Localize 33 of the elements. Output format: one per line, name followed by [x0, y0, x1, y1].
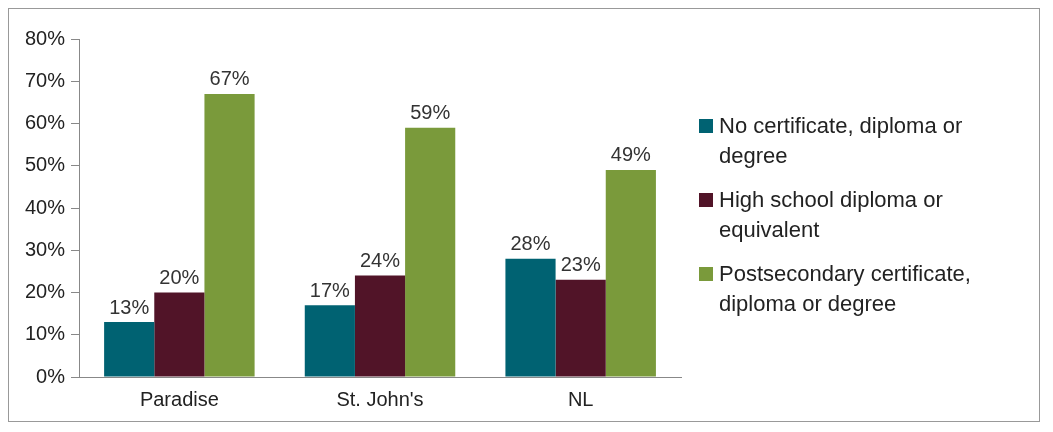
- data-label: 59%: [410, 101, 451, 124]
- bar: [304, 305, 355, 377]
- x-tick-label: NL: [567, 387, 594, 410]
- y-tick-label: 20%: [25, 280, 66, 303]
- data-label: 49%: [610, 143, 652, 166]
- x-tick-label: Paradise: [139, 387, 219, 410]
- y-tick-label: 60%: [25, 111, 66, 134]
- data-label: 28%: [510, 232, 551, 255]
- bar: [405, 127, 456, 377]
- y-tick-label: 30%: [25, 237, 66, 260]
- bar: [204, 93, 255, 377]
- bar: [605, 169, 656, 377]
- data-label: 24%: [360, 249, 401, 272]
- data-label: 17%: [309, 278, 351, 301]
- y-tick-label: 50%: [25, 153, 66, 176]
- bar: [505, 258, 556, 377]
- y-tick-label: 0%: [36, 364, 66, 387]
- legend-label: No certificate, diploma or degree: [719, 112, 964, 170]
- bar: [154, 292, 205, 377]
- data-label: 13%: [109, 295, 150, 318]
- bar: [354, 275, 406, 377]
- data-label: 23%: [560, 253, 601, 276]
- y-tick-label: 70%: [25, 68, 66, 91]
- data-label: 67%: [209, 67, 250, 90]
- y-tick-label: 10%: [25, 322, 66, 345]
- data-label: 20%: [159, 266, 200, 289]
- legend-label: Postsecondary certificate, diploma or degree: [719, 260, 972, 318]
- y-tick-label: 40%: [25, 195, 66, 218]
- y-tick-label: 80%: [25, 26, 66, 49]
- bar: [555, 279, 606, 377]
- x-tick-label: St. John's: [336, 387, 424, 410]
- bar: [104, 322, 155, 377]
- legend-label: High school diploma or equivalent: [719, 186, 944, 244]
